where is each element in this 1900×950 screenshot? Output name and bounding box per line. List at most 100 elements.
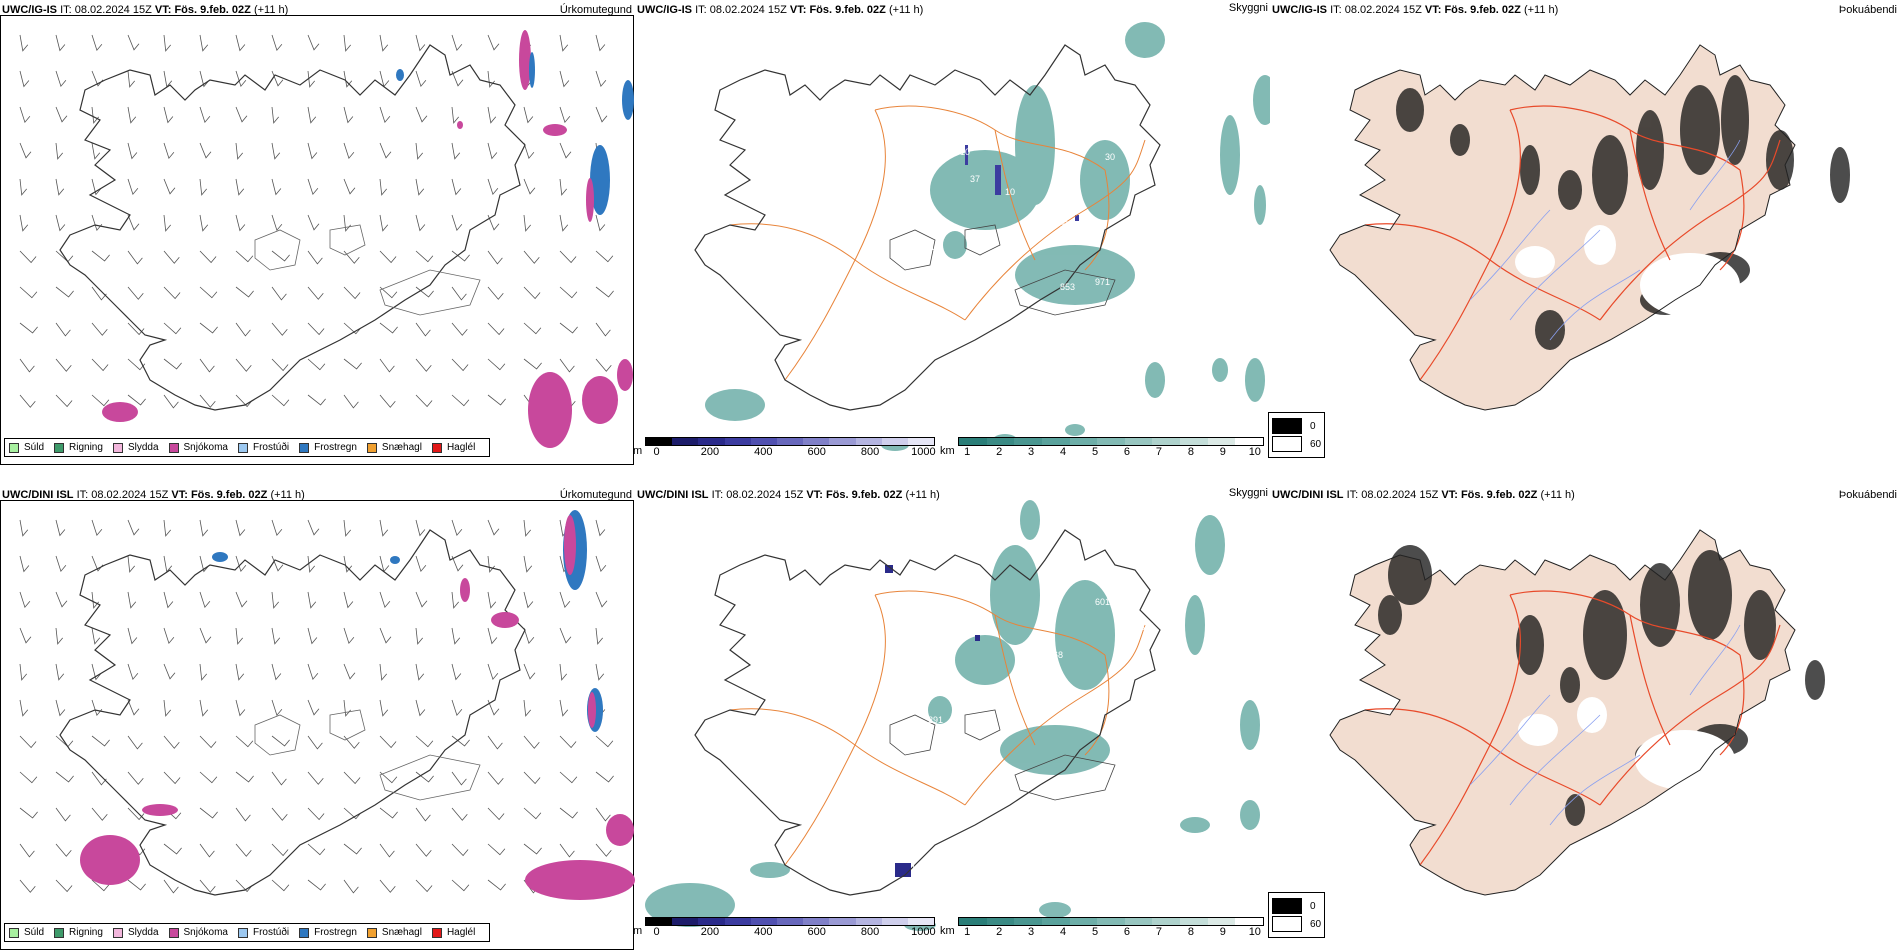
legend-label: Slydda xyxy=(127,927,159,938)
road-network xyxy=(729,105,1146,381)
wind-barb xyxy=(415,807,431,822)
wind-barb xyxy=(199,250,217,264)
wind-barb xyxy=(343,843,362,855)
wind-barb xyxy=(307,735,323,750)
legend-swatch xyxy=(54,927,65,938)
wind-barb xyxy=(379,358,395,373)
wind-barb xyxy=(235,555,247,573)
colorbar-segment xyxy=(776,918,804,925)
colorbar-segment xyxy=(672,918,699,925)
wind-barb xyxy=(199,322,218,334)
wind-barb xyxy=(163,250,180,264)
colorbar-segment xyxy=(1097,438,1125,445)
wind-barb xyxy=(163,591,174,609)
wind-barb xyxy=(559,699,569,717)
wind-barb xyxy=(523,322,542,335)
wind-barb xyxy=(163,519,172,537)
wind-barb xyxy=(271,663,282,681)
wind-barb xyxy=(451,214,463,232)
panel-type-label: Skyggni xyxy=(1228,487,1268,499)
wind-barb xyxy=(595,735,614,748)
wind-barb xyxy=(523,735,540,749)
wind-barb xyxy=(379,34,389,52)
wind-barb xyxy=(487,106,497,124)
panel-type-label: Skyggni xyxy=(1228,2,1268,14)
wind-barb xyxy=(595,106,608,123)
wind-barb xyxy=(559,591,571,609)
fog-legend-item: 60 xyxy=(1272,436,1321,452)
wind-barb xyxy=(307,627,318,645)
wind-barb xyxy=(91,106,100,124)
wind-barb xyxy=(271,250,290,262)
wind-barb xyxy=(91,519,103,537)
colorbar-segment xyxy=(1235,438,1264,445)
wind-barb xyxy=(379,663,388,681)
wind-barb xyxy=(451,250,470,262)
wind-barb xyxy=(199,178,208,196)
iceland-outline xyxy=(59,44,526,411)
wind-barb xyxy=(487,394,506,406)
wind-barb xyxy=(415,358,432,372)
wind-barb xyxy=(379,807,398,819)
wind-barb xyxy=(235,322,251,337)
wind-barb xyxy=(127,771,144,785)
colorbar-segment xyxy=(646,438,673,445)
colorbar-tick-label: 6 xyxy=(1123,926,1131,938)
fog-legend-bottom: 0 60 xyxy=(1268,892,1326,938)
wind-barb xyxy=(487,250,503,265)
colorbar-segment xyxy=(986,918,1015,925)
wind-barb xyxy=(487,70,496,88)
wind-barb xyxy=(307,250,323,265)
wind-barb xyxy=(523,555,533,573)
wind-barb xyxy=(19,519,29,537)
colorbar-tick-label: 600 xyxy=(807,926,826,938)
legend-item: Frostregn xyxy=(299,927,357,938)
cloudbase-scale-bottom: 0 200 400 600 800 1000 xyxy=(645,917,936,938)
wind-barb xyxy=(307,663,319,681)
legend-label: Slydda xyxy=(127,442,159,453)
wind-barb xyxy=(307,214,320,231)
colorbar-segment xyxy=(829,438,856,445)
wind-barb xyxy=(127,142,138,160)
cloudbase-value-label: 291 xyxy=(928,715,943,725)
wind-barb xyxy=(379,214,389,232)
colorbar-tick-label: 1 xyxy=(964,446,971,458)
wind-barb xyxy=(163,699,172,717)
colorbar-segment xyxy=(907,438,935,445)
colorbar-segment xyxy=(881,918,908,925)
wind-barb xyxy=(379,322,398,334)
river-network xyxy=(1469,624,1741,826)
wind-barb xyxy=(163,34,172,52)
wind-barb xyxy=(595,555,607,573)
wind-barb xyxy=(19,106,31,124)
precip-map xyxy=(19,510,635,900)
wind-barb xyxy=(127,591,137,609)
wind-barb xyxy=(523,699,532,717)
iceland-outline xyxy=(1329,529,1796,896)
colorbar-tick-label: 9 xyxy=(1219,926,1226,938)
wind-barb xyxy=(451,178,462,196)
wind-barb xyxy=(451,358,469,372)
wind-barb xyxy=(523,286,541,300)
wind-barb xyxy=(559,250,577,264)
wind-barb xyxy=(19,591,31,609)
fog-legend-label: 60 xyxy=(1310,438,1322,450)
wind-barb xyxy=(271,555,284,572)
wind-barb xyxy=(163,771,181,785)
wind-barb xyxy=(415,555,427,573)
precip-type-legend: Súld Rigning Slydda Snjókoma Frostúði Frostre… xyxy=(4,438,491,457)
wind-barb xyxy=(595,519,606,537)
wind-barb xyxy=(55,34,66,52)
iceland-land xyxy=(1330,45,1795,410)
panel-type-label: Þokuábendi xyxy=(1838,489,1897,501)
wind-barb xyxy=(487,178,499,196)
wind-barb xyxy=(559,178,568,196)
wind-barb xyxy=(127,807,145,821)
wind-barb xyxy=(235,34,246,52)
colorbar-tick-label: 0 xyxy=(653,926,660,938)
legend-swatch xyxy=(299,927,310,938)
wind-barb xyxy=(55,358,72,372)
colorbar-segment xyxy=(1152,918,1181,925)
legend-label: Haglél xyxy=(446,927,476,938)
wind-barb xyxy=(415,214,426,232)
